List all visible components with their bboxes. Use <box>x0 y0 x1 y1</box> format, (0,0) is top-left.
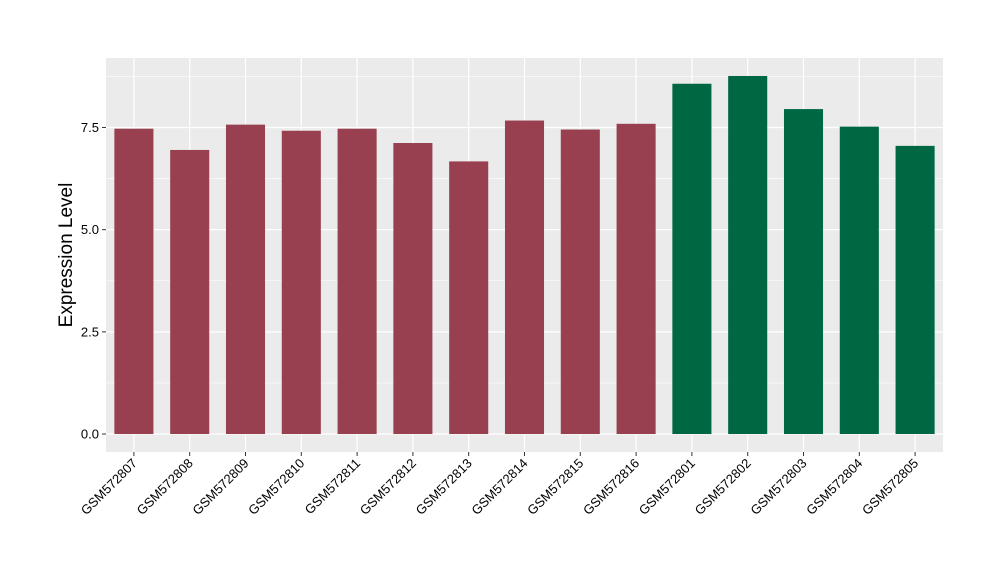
x-tick-label: GSM572804 <box>803 456 865 518</box>
bar-GSM572812 <box>393 143 433 435</box>
bar-GSM572816 <box>616 123 656 435</box>
y-tick-label: 5.0 <box>81 222 99 237</box>
x-tick-label: GSM572805 <box>859 456 921 518</box>
x-tick-label: GSM572813 <box>413 456 475 518</box>
bar-GSM572807 <box>114 128 154 435</box>
bar-GSM572814 <box>504 120 545 435</box>
x-tick-label: GSM572809 <box>189 456 251 518</box>
bar-GSM572801 <box>672 83 712 435</box>
x-tick-label: GSM572810 <box>245 456 307 518</box>
bar-GSM572804 <box>839 126 879 435</box>
x-tick-label: GSM572811 <box>302 456 364 518</box>
bar-GSM572813 <box>449 161 489 435</box>
bar-GSM572805 <box>895 145 935 435</box>
x-axis: GSM572807GSM572808GSM572809GSM572810GSM5… <box>78 452 921 518</box>
bar-GSM572803 <box>783 109 824 435</box>
bar-GSM572802 <box>728 75 768 435</box>
x-tick-label: GSM572812 <box>357 456 419 518</box>
x-tick-label: GSM572807 <box>78 456 140 518</box>
y-tick-label: 0.0 <box>81 427 99 442</box>
bar-GSM572810 <box>281 130 321 435</box>
x-tick-label: GSM572808 <box>134 456 196 518</box>
bar-GSM572809 <box>225 124 266 435</box>
bars <box>114 75 935 435</box>
x-tick-label: GSM572802 <box>692 456 754 518</box>
y-axis-title: Expression Level <box>56 183 77 328</box>
y-axis: 0.0 2.5 5.0 7.5 <box>81 120 106 442</box>
bar-GSM572811 <box>337 128 377 435</box>
bar-GSM572815 <box>560 129 600 435</box>
y-tick-label: 2.5 <box>81 324 99 339</box>
x-tick-label: GSM572816 <box>580 456 642 518</box>
x-tick-label: GSM572815 <box>524 456 586 518</box>
x-tick-label: GSM572801 <box>636 456 698 518</box>
x-tick-label: GSM572814 <box>468 456 530 518</box>
y-tick-label: 7.5 <box>81 120 99 135</box>
bar-GSM572808 <box>170 149 210 435</box>
x-tick-label: GSM572803 <box>747 456 809 518</box>
